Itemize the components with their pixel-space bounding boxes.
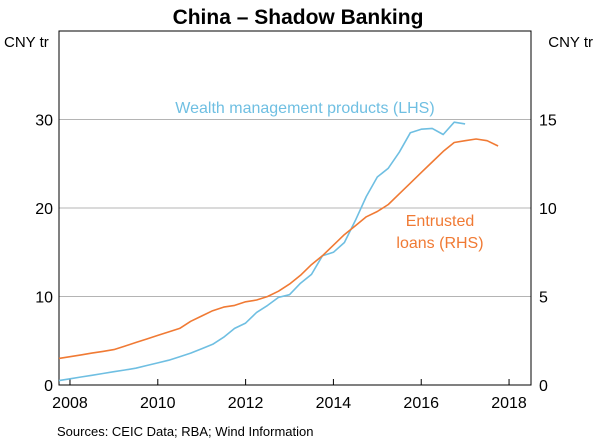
entrusted-loans-series-line: [58, 138, 499, 360]
entrusted-series-annotation-line1: Entrusted: [406, 213, 474, 230]
left-axis-unit: CNY tr: [4, 34, 49, 51]
x-tick-label: 2012: [228, 395, 264, 412]
entrusted-series-annotation-line2: loans (RHS): [396, 235, 483, 252]
x-tick-label: 2018: [491, 395, 527, 412]
wmp-series-annotation: Wealth management products (LHS): [175, 100, 434, 117]
right-axis-unit: CNY tr: [548, 34, 593, 51]
right-tick-label: 0: [539, 378, 548, 395]
left-tick-label: 20: [35, 201, 53, 218]
left-tick-label: 10: [35, 290, 53, 307]
x-tick-label: 2014: [316, 395, 352, 412]
left-tick-label: 0: [44, 378, 53, 395]
chart-title: China – Shadow Banking: [173, 6, 424, 29]
right-tick-label: 15: [539, 113, 557, 130]
right-tick-label: 10: [539, 201, 557, 218]
x-tick-label: 2008: [52, 395, 88, 412]
x-tick-label: 2016: [403, 395, 439, 412]
series-lines: [58, 121, 499, 382]
plot-frame: [58, 30, 532, 386]
gridlines: [59, 119, 531, 297]
tick-labels: 0 10 20 30 0 5 10 15 2008 2010 2012 2014 2016 2018: [35, 113, 557, 413]
left-tick-label: 30: [35, 113, 53, 130]
x-tick-label: 2010: [140, 395, 176, 412]
wmp-series-line: [58, 121, 466, 382]
axis-ticks: [69, 379, 510, 385]
right-tick-label: 5: [539, 290, 548, 307]
chart-source-note: Sources: CEIC Data; RBA; Wind Informatio…: [57, 424, 313, 439]
